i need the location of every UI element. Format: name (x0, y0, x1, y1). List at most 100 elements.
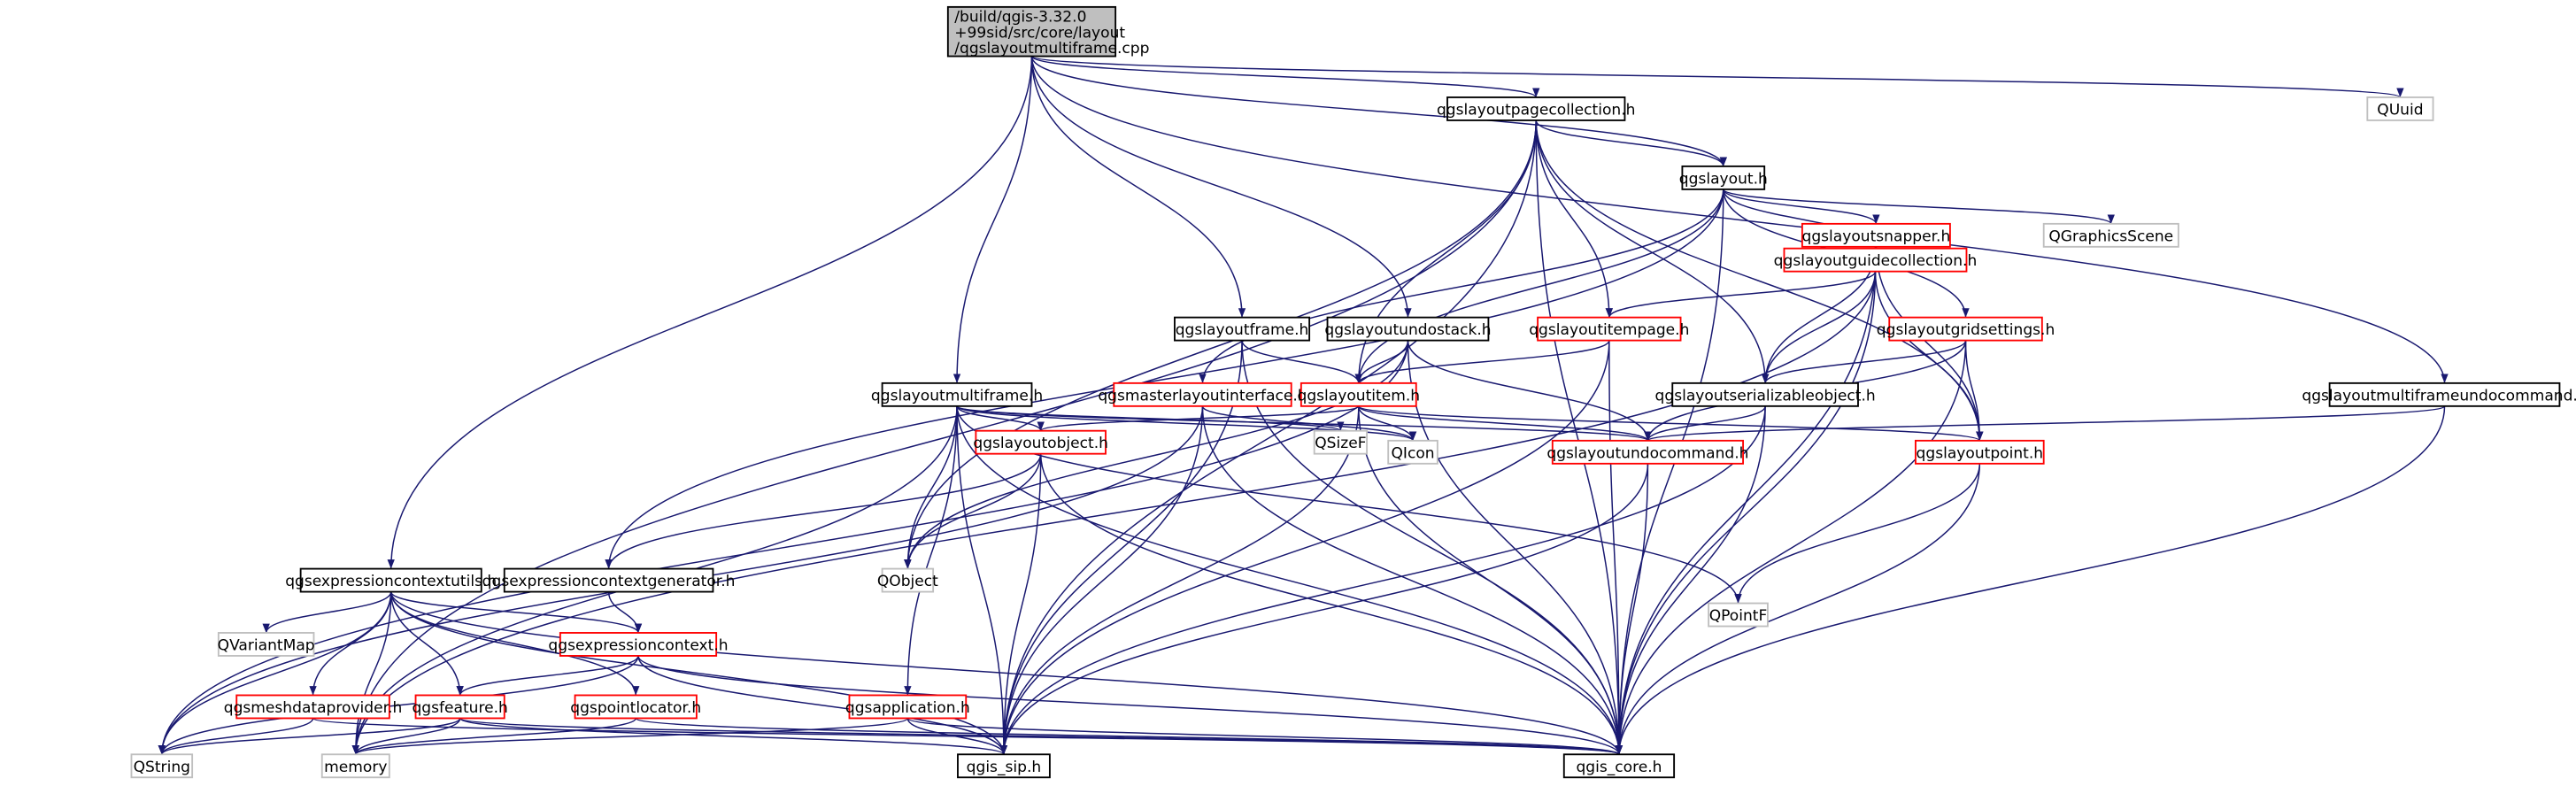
edge-pointlocator-to-qgiscore (635, 717, 1623, 755)
edge-layoutitem-to-qgiscore (1358, 405, 1623, 755)
edge-ctxutils-to-qstring (158, 591, 392, 755)
node-exprcontext[interactable]: qgsexpressioncontext.h (548, 632, 729, 657)
node-mfundocommand[interactable]: qgslayoutmultiframeundocommand.h (2302, 381, 2576, 407)
node-label: qgslayoutundostack.h (1324, 321, 1491, 339)
node-gridsettings[interactable]: qgslayoutgridsettings.h (1877, 316, 2055, 342)
edge-undocommand-to-qgissip (999, 463, 1649, 755)
node-guidecollection[interactable]: qgslayoutguidecollection.h (1774, 247, 1978, 273)
edge-layout-to-snapper (1723, 189, 1880, 225)
edge-itempage-to-qgiscore (1608, 340, 1623, 755)
node-root[interactable]: /build/qgis-3.32.0+99sid/src/core/layout… (946, 5, 1150, 58)
node-memory: memory (320, 753, 390, 779)
edge-gridsettings-to-layoutpoint (1964, 340, 1984, 441)
edge-serializable-to-undocommand (1644, 405, 1766, 442)
edge-root-to-layoutframe (1030, 56, 1246, 318)
node-label: QPointF (1709, 607, 1768, 625)
node-box (975, 429, 1107, 455)
node-box (130, 753, 194, 779)
edge-pagecollection-to-qgiscore (1535, 119, 1623, 755)
node-label: qgsmasterlayoutinterface.h (1098, 387, 1307, 405)
node-box (503, 567, 714, 593)
node-ctxutils[interactable]: qgsexpressioncontextutils.h (285, 567, 497, 593)
node-multiframe[interactable]: qgslayoutmultiframe.h (871, 381, 1043, 407)
edge-guidecollection-to-memory (351, 271, 1877, 755)
node-label: qgslayoutmultiframeundocommand.h (2302, 387, 2576, 405)
node-label: qgsexpressioncontextgenerator.h (482, 573, 736, 590)
node-layout[interactable]: qgslayout.h (1679, 165, 1768, 190)
node-label: memory (324, 759, 387, 776)
node-label: qgsexpressioncontextutils.h (285, 573, 497, 590)
node-box (1537, 316, 1682, 342)
edge-ctxutils-to-qvariantmap (262, 591, 392, 634)
node-label: qgsfeature.h (412, 699, 507, 717)
edge-mfundocommand-to-qgiscore (1615, 405, 2446, 755)
node-layoutpoint[interactable]: qgslayoutpoint.h (1915, 439, 2045, 465)
edge-masterlayout-to-qicon (1201, 405, 1417, 442)
node-itempage[interactable]: qgslayoutitempage.h (1529, 316, 1689, 342)
node-label: qgsexpressioncontext.h (548, 636, 728, 654)
node-qvariantmap: QVariantMap (217, 632, 315, 657)
edge-ctxutils-to-memory (351, 591, 392, 755)
edge-layoutitem-to-undocommand (1358, 405, 1652, 442)
edge-ctxutils-to-feature (389, 591, 464, 696)
node-ctxgenerator[interactable]: qgsexpressioncontextgenerator.h (482, 567, 736, 593)
node-undocommand[interactable]: qgslayoutundocommand.h (1546, 439, 1748, 465)
node-snapper[interactable]: qgslayoutsnapper.h (1801, 222, 1951, 248)
node-qgissip[interactable]: qgis_sip.h (957, 753, 1051, 779)
edge-ctxutils-to-qgiscore (389, 591, 1623, 755)
node-label: qgslayoutframe.h (1176, 321, 1309, 339)
edge-undocommand-to-qgiscore (1615, 463, 1649, 755)
node-box (1671, 381, 1859, 407)
edge-root-to-multiframe (953, 56, 1033, 383)
edge-exprcontext-to-qgiscore (637, 655, 1623, 755)
edge-undostack-to-qstring (158, 340, 1409, 755)
edge-layout-to-layoutitem (1354, 189, 1724, 383)
node-box (1551, 439, 1745, 465)
node-box (1300, 381, 1417, 407)
node-meshdataprovider[interactable]: qgsmeshdataprovider.h (224, 694, 403, 720)
edge-application-to-memory (351, 717, 909, 755)
node-layoutframe[interactable]: qgslayoutframe.h (1174, 316, 1311, 342)
edge-feature-to-memory (351, 718, 461, 755)
node-label: qgis_sip.h (967, 759, 1042, 776)
edge-exprcontext-to-feature (456, 655, 639, 696)
edge-feature-to-qstring (158, 717, 461, 755)
node-masterlayout[interactable]: qgsmasterlayoutinterface.h (1098, 381, 1307, 407)
node-pointlocator[interactable]: qgspointlocator.h (570, 694, 701, 720)
edge-layoutobject-to-ctxgenerator (605, 453, 1042, 569)
node-serializable[interactable]: qgslayoutserializableobject.h (1655, 381, 1876, 407)
node-label: qgslayoutpagecollection.h (1437, 101, 1636, 119)
node-box (1313, 429, 1369, 455)
node-box (217, 632, 315, 657)
node-box (1326, 316, 1490, 342)
node-pagecollection[interactable]: qgslayoutpagecollection.h (1437, 96, 1636, 121)
node-undostack[interactable]: qgslayoutundostack.h (1324, 316, 1492, 342)
node-box (1387, 439, 1438, 465)
node-qgiscore[interactable]: qgis_core.h (1562, 753, 1676, 779)
node-box (848, 694, 968, 720)
node-box (1915, 439, 2045, 465)
node-feature[interactable]: qgsfeature.h (412, 694, 508, 720)
node-label: QVariantMap (218, 636, 315, 654)
edge-layoutitem-to-qgissip (999, 405, 1360, 755)
edge-root-to-mfundocommand (1030, 56, 2449, 383)
edge-application-to-qgiscore (906, 717, 1623, 755)
node-application[interactable]: qgsapplication.h (845, 694, 970, 720)
edge-feature-to-qgissip (459, 717, 1007, 755)
node-label: /build/qgis-3.32.0 (954, 9, 1086, 27)
node-box (1562, 753, 1676, 779)
node-label: qgslayout.h (1679, 170, 1768, 188)
edge-gridsettings-to-serializable (1762, 340, 1967, 384)
edge-layoutpoint-to-qgiscore (1615, 463, 1981, 755)
node-box (2328, 381, 2561, 407)
node-box (1174, 316, 1311, 342)
node-layoutobject[interactable]: qgslayoutobject.h (973, 429, 1108, 455)
edge-snapper-to-qgiscore (1615, 246, 1878, 755)
node-label: qgslayoutitem.h (1298, 387, 1421, 405)
node-box (881, 567, 935, 593)
edge-layoutobject-to-qobject (904, 453, 1042, 569)
node-layoutitem[interactable]: qgslayoutitem.h (1298, 381, 1421, 407)
node-box (1801, 222, 1951, 248)
